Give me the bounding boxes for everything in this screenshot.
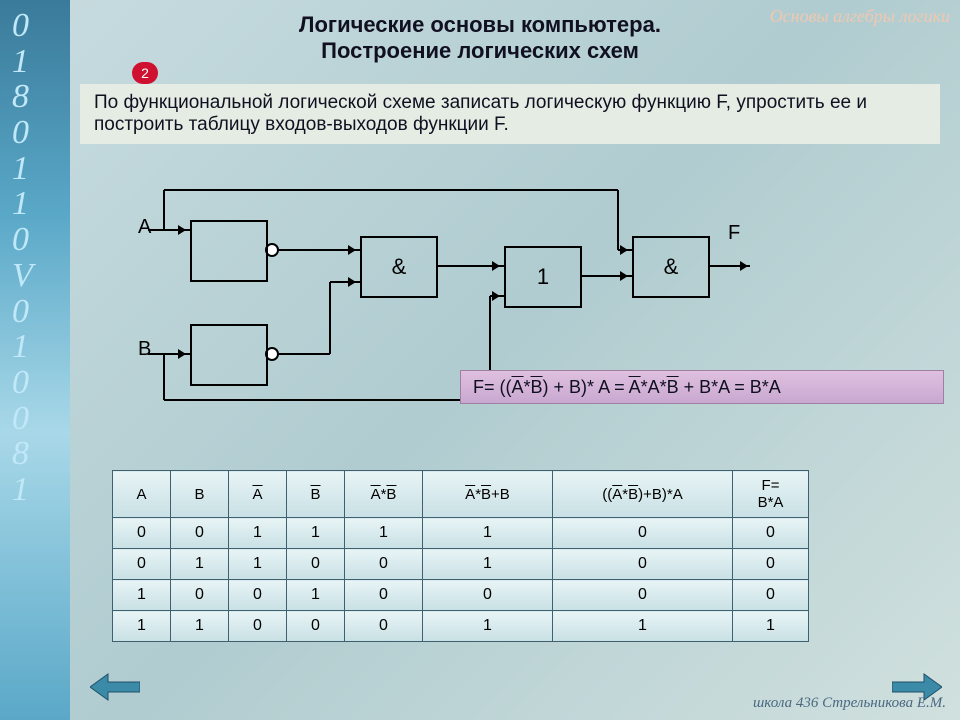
logic-circuit-diagram: A B F &1& (120, 170, 760, 400)
cell-2-4: 0 (345, 580, 423, 611)
table-row: 01100100 (113, 549, 809, 580)
cell-1-4: 0 (345, 549, 423, 580)
table-row: 10010000 (113, 580, 809, 611)
input-label-b: B (138, 338, 151, 361)
next-slide-button[interactable] (892, 672, 942, 702)
cell-3-2: 0 (229, 611, 287, 642)
page-title: Логические основы компьютера. Построение… (200, 12, 760, 64)
cell-0-3: 1 (287, 518, 345, 549)
cell-0-0: 0 (113, 518, 171, 549)
gate-or1: 1 (504, 246, 582, 308)
slide-number-badge: 2 (132, 62, 158, 84)
col-header-0: A (113, 471, 171, 518)
cell-0-7: 0 (733, 518, 809, 549)
cell-1-3: 0 (287, 549, 345, 580)
input-label-a: A (138, 216, 151, 239)
title-line2: Построение логических схем (321, 38, 639, 63)
corner-caption: Основы алгебры логики (770, 6, 950, 27)
task-description: По функциональной логической схеме запис… (80, 84, 940, 144)
cell-2-5: 0 (423, 580, 553, 611)
cell-1-0: 0 (113, 549, 171, 580)
cell-3-0: 1 (113, 611, 171, 642)
cell-0-1: 0 (171, 518, 229, 549)
cell-2-6: 0 (553, 580, 733, 611)
title-line1: Логические основы компьютера. (299, 12, 661, 37)
cell-1-7: 0 (733, 549, 809, 580)
formula-text: F= ((A*B) + B)* A = A*A*B + B*A = B*A (473, 377, 781, 398)
cell-2-0: 1 (113, 580, 171, 611)
gate-and1: & (360, 236, 438, 298)
col-header-1: B (171, 471, 229, 518)
cell-0-6: 0 (553, 518, 733, 549)
gate-not1 (190, 220, 268, 282)
cell-0-4: 1 (345, 518, 423, 549)
cell-1-6: 0 (553, 549, 733, 580)
gate-and2: & (632, 236, 710, 298)
cell-3-6: 1 (553, 611, 733, 642)
formula-result: F= ((A*B) + B)* A = A*A*B + B*A = B*A (460, 370, 944, 404)
col-header-7: F=B*A (733, 471, 809, 518)
cell-1-5: 1 (423, 549, 553, 580)
col-header-2: A (229, 471, 287, 518)
cell-2-3: 1 (287, 580, 345, 611)
prev-slide-button[interactable] (90, 672, 140, 702)
col-header-4: A*B (345, 471, 423, 518)
table-row: 00111100 (113, 518, 809, 549)
decorative-sidebar: 0180110V010081 (0, 0, 70, 720)
cell-0-5: 1 (423, 518, 553, 549)
col-header-3: B (287, 471, 345, 518)
cell-1-2: 1 (229, 549, 287, 580)
gate-not2 (190, 324, 268, 386)
cell-2-1: 0 (171, 580, 229, 611)
cell-0-2: 1 (229, 518, 287, 549)
cell-3-4: 0 (345, 611, 423, 642)
cell-3-5: 1 (423, 611, 553, 642)
cell-2-2: 0 (229, 580, 287, 611)
output-label-f: F (728, 222, 740, 245)
cell-3-7: 1 (733, 611, 809, 642)
cell-2-7: 0 (733, 580, 809, 611)
cell-3-1: 1 (171, 611, 229, 642)
col-header-5: A*B+B (423, 471, 553, 518)
cell-3-3: 0 (287, 611, 345, 642)
table-row: 11000111 (113, 611, 809, 642)
col-header-6: ((A*B)+B)*A (553, 471, 733, 518)
truth-table: ABABA*BA*B+B((A*B)+B)*AF=B*A 00111100011… (112, 470, 809, 642)
cell-1-1: 1 (171, 549, 229, 580)
